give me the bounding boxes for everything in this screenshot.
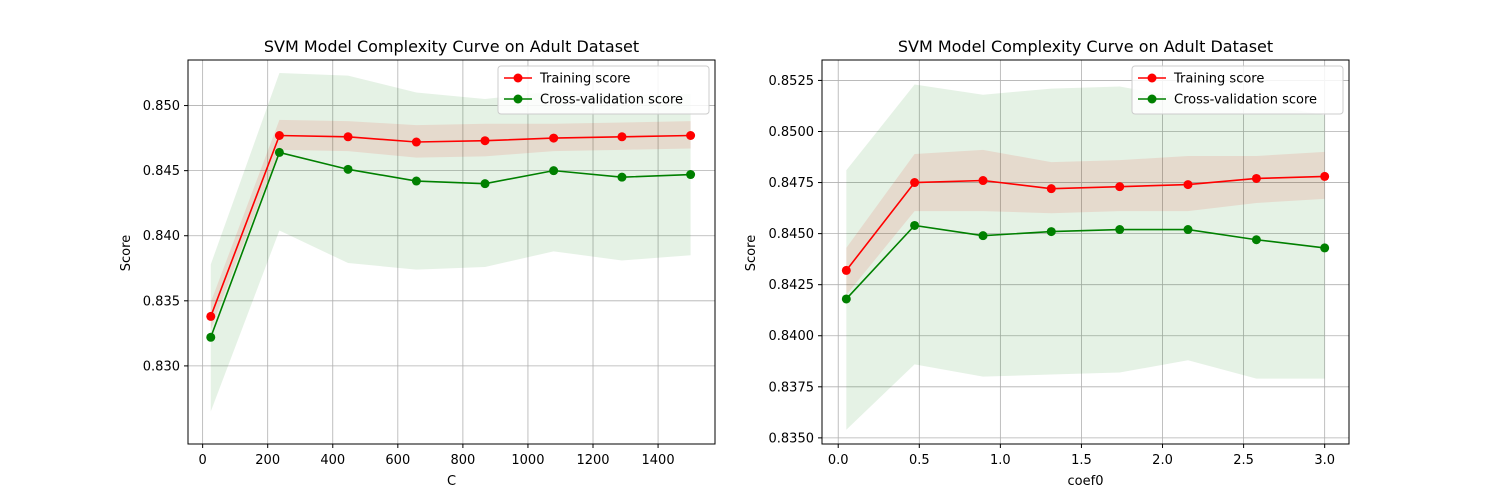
cross-validation-score-point xyxy=(1251,235,1261,245)
training-score-line xyxy=(845,175,1325,271)
cross-validation-score-point xyxy=(686,170,696,180)
x-tick-label: 0 xyxy=(198,453,206,468)
training-score-point xyxy=(978,176,988,186)
legend-box xyxy=(1131,65,1344,115)
training-score-point xyxy=(1115,182,1125,192)
y-tick-label: 0.8400 xyxy=(769,329,815,344)
legend: Training score Cross-validation score xyxy=(497,65,710,115)
y-tick-label: 0.8450 xyxy=(769,227,815,242)
x-axis-label: C xyxy=(447,474,456,489)
y-tick-label: 0.830 xyxy=(143,359,180,374)
training-legend-label: Training score xyxy=(1173,72,1264,87)
cross-validation-score-point xyxy=(343,164,353,174)
x-tick-label: 1400 xyxy=(642,453,675,468)
cross-validation-score-point xyxy=(910,220,920,230)
y-tick-label: 0.8350 xyxy=(769,431,815,446)
x-tick-label: 200 xyxy=(255,453,280,468)
y-axis-label: Score xyxy=(744,235,759,271)
y-tick-label: 0.8375 xyxy=(769,380,815,395)
complexity-curve-c-panel: SVM Model Complexity Curve on Adult Data… xyxy=(119,37,716,489)
cross-validation-score-point xyxy=(480,179,490,189)
training-score-band xyxy=(210,119,691,330)
y-tick-label: 0.8475 xyxy=(769,176,815,191)
y-tick-label: 0.8425 xyxy=(769,278,815,293)
training-legend-label: Training score xyxy=(539,72,630,87)
legend-box xyxy=(497,65,710,115)
x-tick-label: 3.0 xyxy=(1314,453,1335,468)
axes-frame xyxy=(821,59,1350,445)
cross-validation-score-point xyxy=(549,166,559,176)
cross-validation-score-point xyxy=(617,172,627,182)
training-legend-marker xyxy=(1147,73,1157,83)
x-tick-label: 2.5 xyxy=(1233,453,1254,468)
cross-validation-score-point xyxy=(1046,227,1056,237)
training-score-point xyxy=(274,130,284,140)
training-score-point xyxy=(206,311,216,321)
training-legend-marker xyxy=(513,73,523,83)
cross-validation-legend-marker xyxy=(1147,94,1157,104)
x-tick-label: 800 xyxy=(450,453,475,468)
x-tick-label: 400 xyxy=(320,453,345,468)
training-score-point xyxy=(910,178,920,188)
cross-validation-legend-label: Cross-validation score xyxy=(1174,93,1317,108)
cross-validation-legend-marker xyxy=(513,94,523,104)
cross-validation-score-point xyxy=(411,176,421,186)
cross-validation-score-band xyxy=(210,73,691,412)
cross-validation-score-line xyxy=(210,151,691,338)
cross-validation-score-line xyxy=(845,224,1325,300)
x-tick-label: 1200 xyxy=(576,453,609,468)
chart-title: SVM Model Complexity Curve on Adult Data… xyxy=(264,37,639,56)
x-tick-label: 600 xyxy=(385,453,410,468)
training-score-point xyxy=(686,130,696,140)
cross-validation-score-point xyxy=(274,147,284,157)
cross-validation-score-point xyxy=(1183,225,1193,235)
y-tick-label: 0.845 xyxy=(143,164,180,179)
training-score-point xyxy=(1320,171,1330,181)
cross-validation-score-point xyxy=(841,294,851,304)
x-tick-label: 0.5 xyxy=(909,453,930,468)
cross-validation-score-point xyxy=(206,332,216,342)
training-score-line xyxy=(210,134,691,317)
training-score-point xyxy=(1251,173,1261,183)
training-score-point xyxy=(549,133,559,143)
cross-validation-score-band xyxy=(846,84,1325,430)
training-score-band xyxy=(846,149,1325,295)
training-score-point xyxy=(1183,180,1193,190)
y-axis-label: Score xyxy=(119,235,134,271)
x-tick-label: 1.5 xyxy=(1071,453,1092,468)
y-tick-label: 0.840 xyxy=(143,229,180,244)
legend: Training score Cross-validation score xyxy=(1131,65,1344,115)
training-score-point xyxy=(617,132,627,142)
chart-title: SVM Model Complexity Curve on Adult Data… xyxy=(898,37,1273,56)
y-tick-label: 0.850 xyxy=(143,99,180,114)
training-score-point xyxy=(411,137,421,147)
training-score-point xyxy=(841,265,851,275)
y-tick-label: 0.8525 xyxy=(769,74,815,89)
y-tick-label: 0.835 xyxy=(143,294,180,309)
training-score-point xyxy=(480,136,490,146)
cross-validation-legend-label: Cross-validation score xyxy=(540,93,683,108)
x-tick-label: 0.0 xyxy=(828,453,849,468)
x-tick-label: 1.0 xyxy=(990,453,1011,468)
cross-validation-score-point xyxy=(1115,225,1125,235)
axes-frame xyxy=(187,59,716,445)
complexity-curve-coef0-panel: SVM Model Complexity Curve on Adult Data… xyxy=(744,37,1350,489)
x-tick-label: 2.0 xyxy=(1152,453,1173,468)
cross-validation-score-point xyxy=(1320,243,1330,253)
y-tick-label: 0.8500 xyxy=(769,125,815,140)
training-score-point xyxy=(343,132,353,142)
x-tick-label: 1000 xyxy=(511,453,544,468)
training-score-point xyxy=(1046,184,1056,194)
cross-validation-score-point xyxy=(978,231,988,241)
x-axis-label: coef0 xyxy=(1068,474,1104,489)
